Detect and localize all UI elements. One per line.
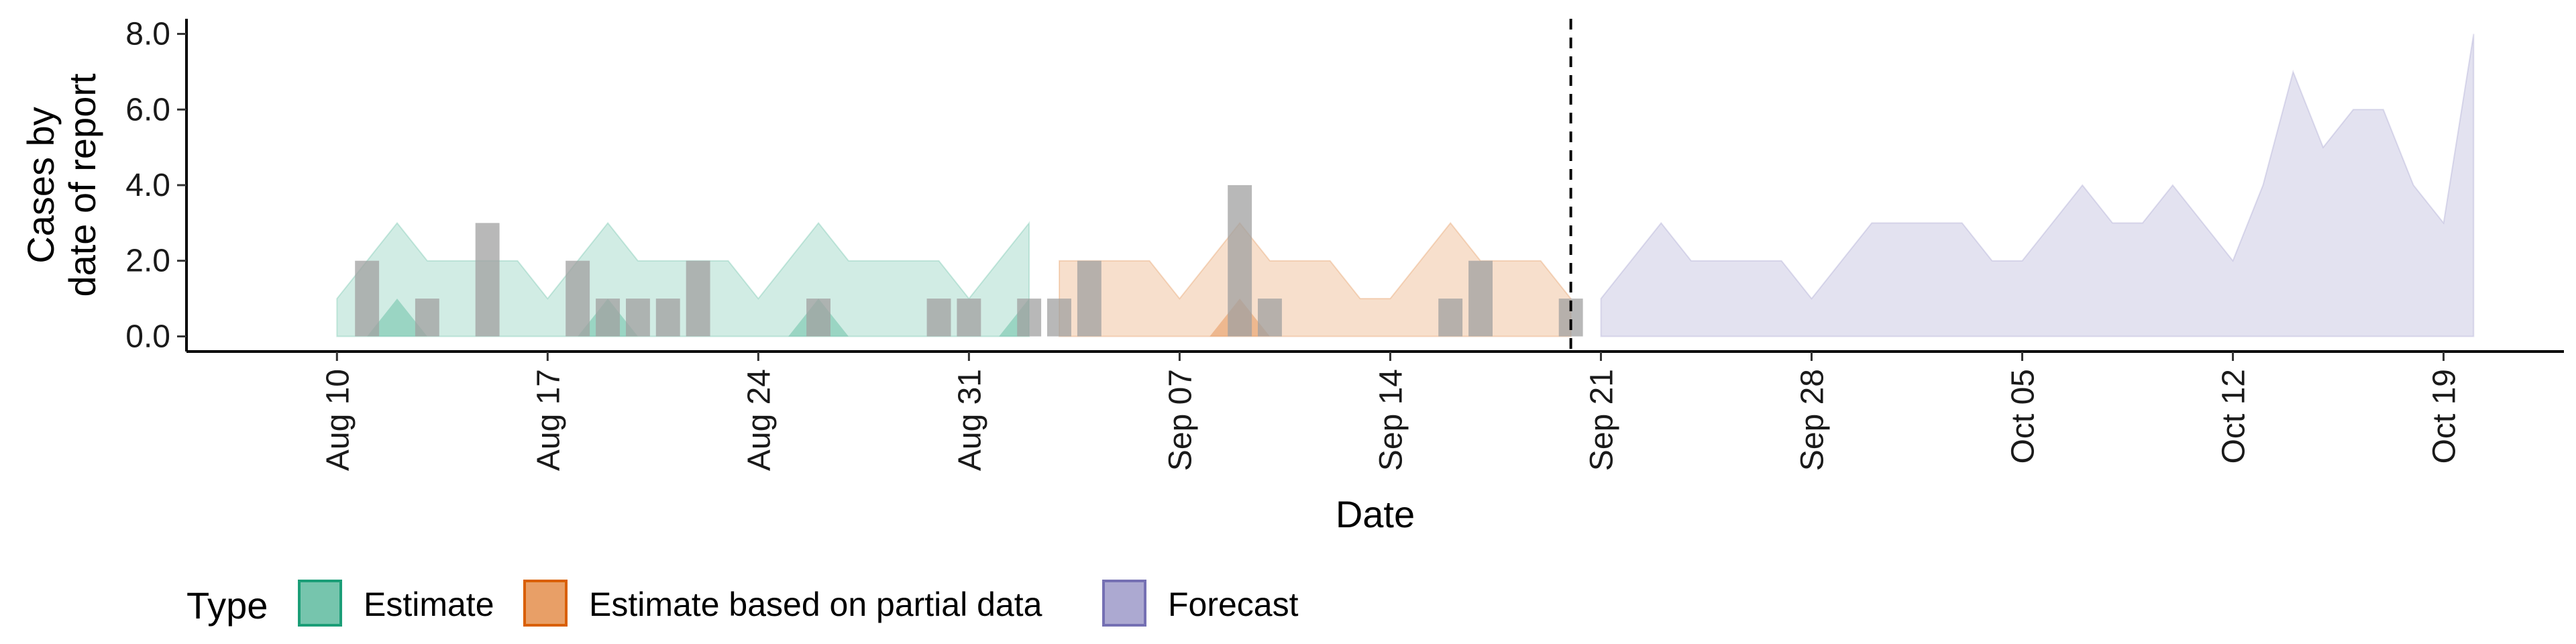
observed-bar [957,299,981,337]
legend-title: Type [186,584,268,627]
observed-bar [655,299,680,337]
legend: Type Estimate Estimate based on partial da… [186,580,1299,627]
observed-bar [626,299,650,337]
axes-layer: 0.0 2.0 4.0 6.0 8.0 Aug 10 Aug 17 Aug 24 Aug 31 S… [19,17,2564,535]
observed-bar [566,260,590,337]
observed-bar [1047,299,1071,337]
legend-label-1: Estimate based on partial data [589,586,1042,623]
x-tick-label: Aug 10 [320,369,356,471]
x-tick-label: Oct 05 [2006,369,2041,464]
observed-bar [1017,299,1042,337]
observed-bar [1258,299,1282,337]
x-tick-label: Oct 12 [2216,369,2252,464]
observed-bar [415,299,439,337]
observed-bar [1077,260,1102,337]
ribbon-outer-2 [1600,34,2475,337]
x-axis-title: Date [1336,493,1415,535]
ribbon-outer-1 [1059,221,1572,337]
ribbon-layer [336,34,2475,337]
y-tick-label: 0.0 [125,319,170,354]
x-tick-label: Sep 07 [1163,369,1198,471]
observed-bar [596,299,620,337]
observed-bar [926,299,951,337]
y-tick-label: 6.0 [125,92,170,127]
bar-layer [355,185,1583,337]
observed-bar [1468,260,1493,337]
x-tick-label: Aug 31 [952,369,987,471]
x-tick-label: Sep 21 [1585,369,1620,471]
y-axis-title: Cases bydate of report [19,73,103,297]
observed-bar [686,260,710,337]
x-tick-label: Aug 24 [741,369,777,471]
legend-label-0: Estimate [364,586,494,623]
x-tick-label: Aug 17 [531,369,566,471]
legend-label-2: Forecast [1168,586,1299,623]
observed-bar [1438,299,1463,337]
observed-bar [1228,185,1252,337]
x-tick-label: Oct 19 [2427,369,2463,464]
legend-key-2 [1102,580,1146,627]
legend-key-1 [523,580,568,627]
y-tick-label: 2.0 [125,244,170,279]
x-tick-label: Sep 28 [1795,369,1831,471]
observed-bar [475,223,500,337]
ribbon-inner-0 [337,299,1030,337]
legend-key-0 [298,580,342,627]
x-tick-label: Sep 14 [1373,369,1409,471]
y-tick-label: 8.0 [125,17,170,52]
y-axis-title-line: Cases by [19,107,62,263]
y-tick-label: 4.0 [125,168,170,203]
ribbon-outer-0 [336,221,1030,337]
observed-bar [355,260,380,337]
y-axis-title-line: date of report [61,73,103,297]
observed-bar [806,299,830,337]
